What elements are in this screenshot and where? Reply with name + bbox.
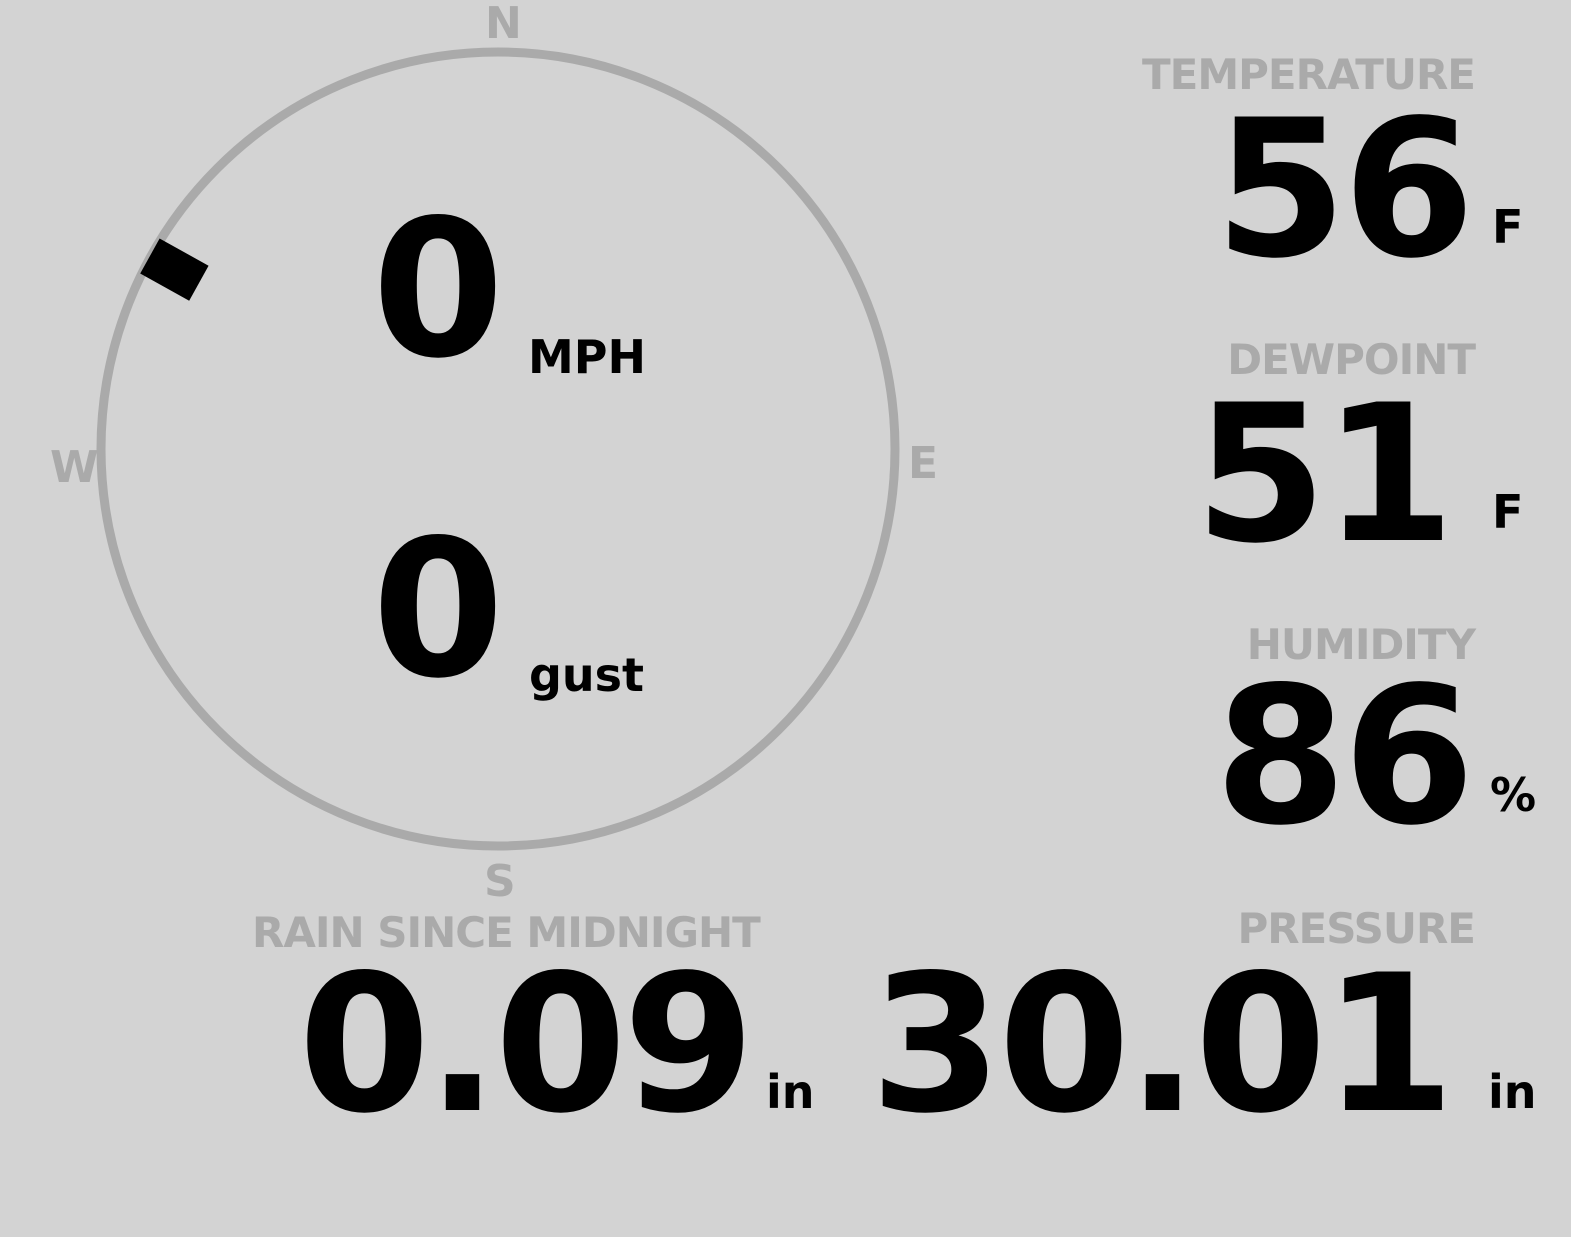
wind-compass — [96, 47, 900, 851]
humidity-unit: % — [1490, 768, 1537, 822]
wind-gust-unit: gust — [529, 648, 645, 702]
humidity-value: 86 — [1214, 646, 1475, 867]
pressure-value: 30.01 — [870, 934, 1455, 1155]
rain-unit: in — [766, 1065, 815, 1119]
compass-north-label: N — [485, 0, 522, 49]
wind-speed-unit: MPH — [528, 330, 646, 384]
dewpoint-label: DEWPOINT — [1227, 335, 1476, 384]
wind-gust-value: 0 — [372, 499, 504, 720]
dewpoint-unit: F — [1492, 485, 1524, 539]
humidity-label: HUMIDITY — [1246, 620, 1476, 669]
pressure-unit: in — [1488, 1065, 1537, 1119]
compass-west-label: W — [50, 442, 99, 493]
temperature-value: 56 — [1214, 79, 1475, 300]
rain-value: 0.09 — [298, 934, 755, 1155]
compass-east-label: E — [908, 438, 939, 489]
wind-speed-value: 0 — [372, 179, 504, 400]
rain-label: RAIN SINCE MIDNIGHT — [252, 908, 761, 957]
temperature-label: TEMPERATURE — [1142, 50, 1476, 99]
temperature-unit: F — [1492, 200, 1524, 254]
wind-direction-marker — [140, 238, 209, 301]
pressure-label: PRESSURE — [1237, 904, 1476, 953]
dewpoint-value: 51 — [1194, 364, 1455, 585]
compass-south-label: S — [484, 856, 516, 907]
compass-ring — [96, 47, 900, 851]
